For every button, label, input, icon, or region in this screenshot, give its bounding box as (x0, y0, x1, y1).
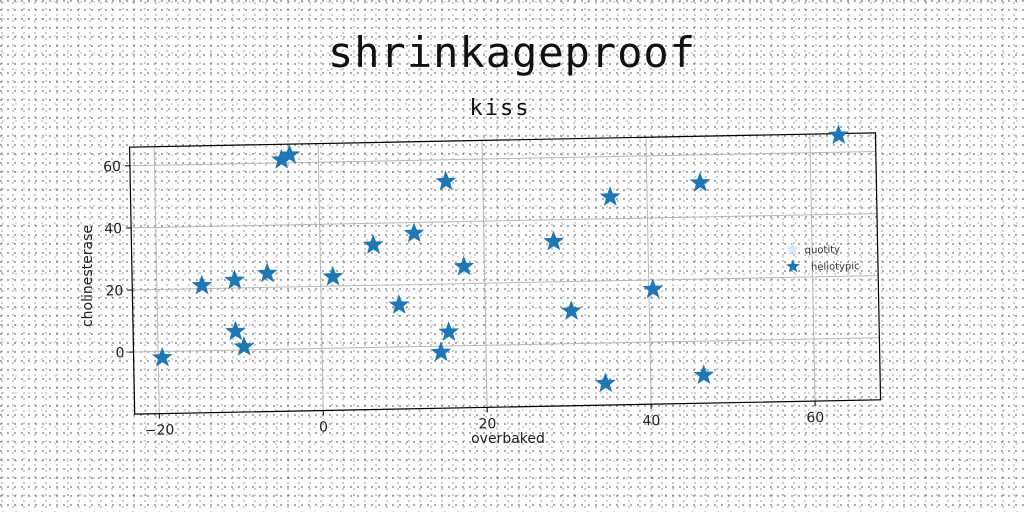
data-point (543, 230, 564, 251)
plot-area: −20 0 20 40 60 0 20 40 60 quotity heliotypic (103, 124, 882, 439)
x-tick-label: −20 (145, 422, 175, 439)
data-point (233, 335, 255, 356)
y-gridline (131, 213, 877, 229)
data-point (642, 278, 664, 299)
x-tick-label: 40 (642, 413, 660, 429)
grid (129, 134, 880, 414)
figure-title: shrinkageproof (327, 28, 696, 77)
y-tick-label: 40 (104, 221, 122, 237)
data-point (430, 341, 452, 362)
legend-label: heliotypic (811, 261, 860, 273)
data-point (693, 364, 715, 385)
chart-title: kiss (469, 96, 531, 121)
data-point (362, 234, 384, 254)
data-point (224, 269, 245, 290)
data-point (256, 262, 278, 283)
y-gridline (132, 275, 879, 291)
x-axis-label: overbaked (471, 431, 545, 447)
ticks: −20 0 20 40 60 0 20 40 60 (103, 159, 824, 439)
data-point (435, 170, 457, 191)
y-axis-label: cholinesterase (80, 225, 96, 327)
y-tick-label: 60 (103, 159, 121, 175)
y-tick-label: 0 (115, 345, 124, 361)
data-point (151, 346, 173, 367)
x-gridline (481, 140, 488, 408)
data-point (599, 186, 621, 206)
legend-label: quotity (805, 245, 841, 257)
data-point (225, 320, 246, 341)
x-tick-label: 20 (478, 416, 496, 432)
data-point (828, 124, 849, 145)
data-point (453, 255, 475, 276)
x-gridline (317, 143, 324, 411)
x-gridline (153, 146, 160, 414)
axes-frame (128, 132, 882, 415)
data-point (595, 372, 616, 393)
legend-marker (785, 242, 800, 256)
legend-marker (786, 259, 800, 273)
data-point (438, 321, 460, 341)
data-point (689, 171, 711, 192)
y-gridline (129, 150, 876, 167)
x-gridline (809, 134, 816, 402)
data-point (191, 274, 213, 295)
data-points (151, 124, 849, 393)
x-tick-label: 60 (806, 410, 824, 426)
data-point (403, 222, 425, 243)
x-gridline (645, 137, 652, 405)
data-point (560, 300, 582, 320)
data-point (388, 294, 410, 314)
legend: quotity heliotypic (785, 242, 860, 273)
data-point (322, 265, 344, 286)
y-gridline (133, 337, 880, 353)
x-tick-label: 0 (319, 419, 328, 435)
data-point (279, 144, 300, 164)
y-tick-label: 20 (105, 283, 123, 299)
